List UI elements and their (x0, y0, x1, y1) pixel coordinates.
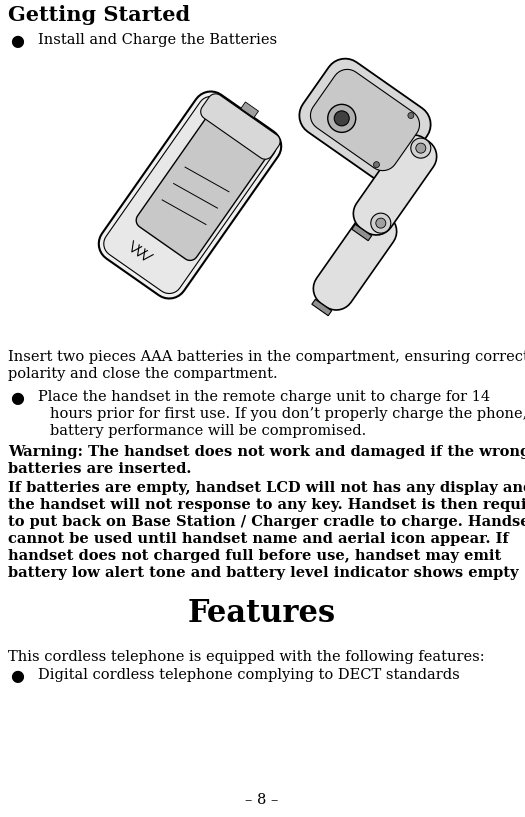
Ellipse shape (376, 218, 386, 228)
Text: Insert two pieces AAA batteries in the compartment, ensuring correct: Insert two pieces AAA batteries in the c… (8, 350, 525, 364)
Text: If batteries are empty, handset LCD will not has any display and: If batteries are empty, handset LCD will… (8, 481, 525, 495)
Polygon shape (136, 111, 269, 261)
Polygon shape (352, 225, 372, 241)
Ellipse shape (416, 143, 426, 153)
Ellipse shape (328, 105, 356, 132)
Text: Features: Features (188, 598, 336, 629)
Text: ●: ● (10, 33, 24, 50)
Ellipse shape (408, 113, 414, 118)
Text: Place the handset in the remote charge unit to charge for 14: Place the handset in the remote charge u… (38, 390, 490, 404)
Text: Getting Started: Getting Started (8, 5, 190, 25)
Polygon shape (310, 69, 419, 171)
Polygon shape (353, 135, 437, 235)
Polygon shape (104, 96, 276, 293)
Text: battery low alert tone and battery level indicator shows empty: battery low alert tone and battery level… (8, 566, 519, 580)
Text: Warning: The handset does not work and damaged if the wrong: Warning: The handset does not work and d… (8, 445, 525, 459)
Ellipse shape (371, 213, 391, 233)
Ellipse shape (373, 162, 380, 167)
Text: ●: ● (10, 390, 24, 407)
Text: to put back on Base Station / Charger cradle to charge. Handset: to put back on Base Station / Charger cr… (8, 515, 525, 529)
Text: battery performance will be compromised.: battery performance will be compromised. (50, 424, 366, 438)
Polygon shape (99, 92, 281, 298)
Ellipse shape (411, 138, 431, 158)
Text: hours prior for first use. If you don’t properly charge the phone,: hours prior for first use. If you don’t … (50, 407, 525, 421)
Ellipse shape (334, 111, 349, 126)
Polygon shape (241, 102, 258, 118)
Polygon shape (299, 59, 430, 181)
Text: ●: ● (10, 668, 24, 685)
Polygon shape (312, 299, 332, 315)
Text: the handset will not response to any key. Handset is then required: the handset will not response to any key… (8, 498, 525, 512)
Polygon shape (313, 210, 397, 310)
Text: handset does not charged full before use, handset may emit: handset does not charged full before use… (8, 549, 501, 563)
Text: This cordless telephone is equipped with the following features:: This cordless telephone is equipped with… (8, 650, 485, 664)
Text: batteries are inserted.: batteries are inserted. (8, 462, 192, 476)
Text: polarity and close the compartment.: polarity and close the compartment. (8, 367, 278, 381)
Text: – 8 –: – 8 – (245, 793, 279, 807)
Text: Install and Charge the Batteries: Install and Charge the Batteries (38, 33, 277, 47)
Text: cannot be used until handset name and aerial icon appear. If: cannot be used until handset name and ae… (8, 532, 509, 546)
Polygon shape (201, 94, 280, 159)
Text: Digital cordless telephone complying to DECT standards: Digital cordless telephone complying to … (38, 668, 460, 682)
